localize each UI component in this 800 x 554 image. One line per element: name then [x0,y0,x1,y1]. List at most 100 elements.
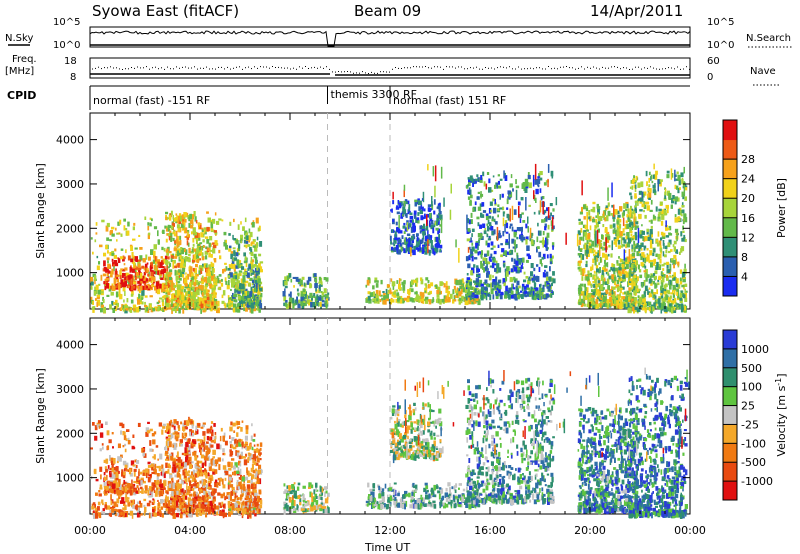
data-cell [468,182,471,187]
data-cell [608,275,612,280]
data-cell [233,238,237,241]
data-cell [538,251,542,258]
data-cell [153,265,156,270]
data-cell [237,243,241,249]
data-cell [235,306,238,313]
data-cell [664,194,667,199]
data-cell [127,437,130,442]
nave-point [518,66,519,68]
data-cell [138,512,141,518]
data-cell [587,238,591,241]
data-cell [249,270,253,273]
data-cell [480,286,484,292]
data-cell [596,276,599,280]
data-cell [663,291,667,295]
data-cell [469,253,473,258]
data-cell [480,191,482,199]
data-cell [648,197,651,200]
nave-point [245,67,246,69]
data-cell [106,272,109,276]
data-cell [125,249,127,254]
data-cell [673,289,676,295]
data-cell [643,201,646,206]
data-cell [166,217,170,220]
data-cell [629,192,632,196]
data-cell [625,273,629,278]
nave-point [302,67,303,69]
data-cell [458,288,461,295]
data-cell [484,267,487,272]
nave-point [422,66,423,68]
nave-point [578,67,579,69]
data-cell [249,277,253,281]
data-cell [143,453,147,458]
data-cell [638,250,641,253]
data-cell [480,175,483,180]
data-cell [633,247,636,253]
data-cell [251,222,255,228]
data-cell [513,234,517,238]
nave-point [236,66,237,68]
data-cell [142,451,145,457]
data-cell [169,279,173,283]
data-cell [634,186,637,192]
data-cell [380,279,383,285]
data-cell [161,299,164,303]
data-cell [667,228,670,231]
data-cell [179,278,182,281]
data-cell [186,258,190,262]
data-cell [144,304,147,308]
data-cell [663,284,667,291]
nave-point [131,67,132,68]
data-cell [615,300,619,306]
data-cell [112,262,115,267]
data-cell [250,260,254,267]
data-cell [645,170,648,177]
data-cell [483,230,487,235]
data-cell [659,179,663,182]
data-cell [102,268,105,272]
data-cell [399,278,402,281]
data-cell [200,277,205,282]
data-cell [131,278,134,281]
data-cell [108,439,112,444]
data-cell [223,432,226,438]
data-cell [677,261,680,266]
data-cell [681,191,684,197]
data-cell [242,290,245,295]
data-cell [674,184,677,190]
data-cell [198,299,201,305]
nave-point [512,68,513,70]
data-cell [319,294,322,298]
data-cell [611,204,614,208]
data-cell [466,282,471,288]
data-cell [488,178,491,184]
data-cell [232,234,234,240]
data-cell [236,284,238,290]
data-cell [187,242,190,247]
data-cell [541,287,545,292]
data-cell [368,299,372,304]
nave-point [539,67,540,69]
data-cell [121,279,123,285]
data-cell [585,291,589,297]
data-cell [595,251,598,255]
data-cell [175,307,177,313]
data-cell [602,272,605,278]
data-cell [604,259,606,264]
data-cell [533,267,536,272]
data-cell [525,239,528,245]
data-cell [248,228,251,234]
data-cell [551,216,554,230]
data-cell [624,250,627,253]
data-cell [156,301,160,305]
data-cell [237,303,240,308]
data-cell [250,302,254,309]
data-cell [602,252,605,258]
data-cell [256,272,259,275]
data-cell [604,268,608,272]
data-cell [254,264,257,267]
data-cell [544,269,546,272]
data-cell [420,206,423,210]
data-cell [664,245,668,249]
